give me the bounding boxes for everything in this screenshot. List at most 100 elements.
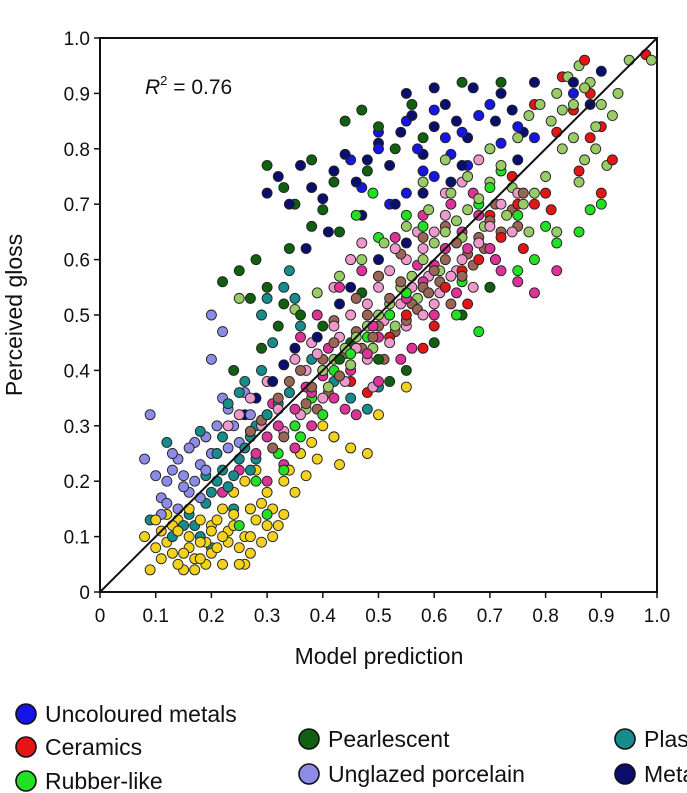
point-glazed-porcelain — [345, 254, 357, 266]
point-metallic-paint — [289, 342, 301, 354]
point-uncoloured-metals — [428, 104, 440, 116]
reference-line — [99, 37, 658, 593]
point-pearlescent — [384, 376, 396, 387]
point-glossy-paint — [328, 392, 340, 404]
x-tick-label: 0.4 — [310, 606, 337, 627]
point-glass-like — [311, 287, 323, 299]
point-glass-like — [417, 254, 429, 266]
point-metallic-paint — [395, 126, 407, 138]
point-rubber-like — [573, 226, 585, 238]
point-metallic-paint — [451, 115, 462, 127]
point-rubber-like — [529, 254, 540, 266]
point-glass-like — [439, 154, 451, 166]
point-textured — [244, 503, 256, 515]
point-glass-like — [517, 198, 529, 210]
point-stone — [417, 231, 429, 243]
point-pearlescent — [250, 254, 262, 266]
point-textured — [306, 436, 318, 448]
point-rubber-like — [345, 348, 357, 360]
point-glossy-paint — [361, 348, 373, 360]
point-plastic — [217, 431, 228, 443]
point-stone — [423, 287, 435, 299]
legend-label-pearlescent: Pearlescent — [328, 726, 450, 752]
point-textured — [144, 564, 156, 576]
point-stone — [328, 337, 340, 349]
point-metallic-paint — [400, 237, 412, 249]
point-pearlescent — [217, 276, 228, 288]
point-glazed-porcelain — [384, 337, 396, 349]
point-stone — [361, 309, 373, 321]
y-tick-label: 0.5 — [64, 306, 90, 327]
point-glossy-paint — [395, 353, 407, 365]
point-textured — [211, 514, 223, 526]
point-glazed-porcelain — [473, 154, 485, 166]
point-textured — [244, 531, 256, 543]
point-uncoloured-metals — [473, 110, 485, 122]
point-glass-like — [378, 237, 390, 249]
point-textured — [261, 520, 273, 531]
point-metallic-paint — [345, 281, 357, 293]
point-metallic-paint — [495, 87, 507, 99]
point-pearlescent — [389, 143, 401, 155]
legend-label-ceramics: Ceramics — [45, 734, 142, 760]
point-textured — [189, 564, 201, 576]
r-squared-value: = 0.76 — [167, 76, 232, 99]
point-plastic — [161, 436, 173, 448]
point-plastic — [194, 425, 206, 437]
point-glass-like — [529, 187, 540, 199]
point-pearlescent — [283, 243, 295, 254]
point-ceramics — [417, 342, 429, 354]
point-plastic — [233, 387, 245, 399]
point-unglazed-porcelain — [194, 492, 206, 504]
point-plastic — [261, 292, 273, 304]
point-glazed-porcelain — [311, 348, 323, 360]
point-rubber-like — [233, 520, 245, 531]
point-stone — [272, 392, 284, 404]
points-layer — [139, 49, 657, 576]
y-tick-label: 0.6 — [64, 251, 90, 272]
point-glazed-porcelain — [289, 353, 301, 365]
point-rubber-like — [295, 431, 306, 443]
point-glossy-paint — [311, 309, 323, 321]
legend-label-plastic: Plastic — [644, 726, 687, 752]
point-glass-like — [439, 226, 451, 238]
point-textured — [139, 531, 151, 543]
point-ceramics — [473, 254, 485, 266]
point-metallic-paint — [300, 243, 312, 254]
point-glass-like — [540, 171, 552, 182]
point-plastic — [222, 481, 234, 493]
point-metallic-paint — [384, 159, 396, 171]
y-tick-label: 0.3 — [64, 417, 90, 438]
point-stone — [244, 425, 256, 437]
legend-marker-unglazed-porcelain — [298, 763, 320, 785]
point-glass-like — [462, 171, 474, 182]
point-pearlescent — [428, 337, 440, 349]
point-metallic-paint — [490, 115, 501, 127]
legend-label-uncoloured-metals: Uncoloured metals — [45, 701, 237, 727]
point-glass-like — [568, 99, 579, 110]
point-glass-like — [428, 237, 440, 249]
point-metallic-paint — [317, 193, 329, 205]
point-glass-like — [523, 110, 535, 122]
point-glossy-paint — [339, 403, 351, 415]
y-tick-label: 1.0 — [64, 29, 90, 50]
point-glossy-paint — [334, 281, 345, 293]
legend-marker-metallic-paint — [614, 763, 636, 785]
x-axis-label: Model prediction — [295, 643, 464, 669]
point-stone — [295, 364, 306, 376]
point-metallic-paint — [322, 226, 334, 238]
point-glazed-porcelain — [506, 226, 518, 238]
point-rubber-like — [417, 220, 429, 232]
point-plastic — [228, 470, 240, 482]
point-glass-like — [568, 132, 579, 144]
point-glazed-porcelain — [317, 392, 329, 404]
point-glazed-porcelain — [272, 403, 284, 415]
point-glazed-porcelain — [361, 298, 373, 310]
point-stone — [456, 270, 468, 282]
point-unglazed-porcelain — [178, 470, 190, 482]
point-metallic-paint — [529, 76, 540, 88]
point-metallic-paint — [373, 254, 384, 266]
point-metallic-paint — [334, 298, 345, 310]
point-stone — [428, 265, 440, 277]
